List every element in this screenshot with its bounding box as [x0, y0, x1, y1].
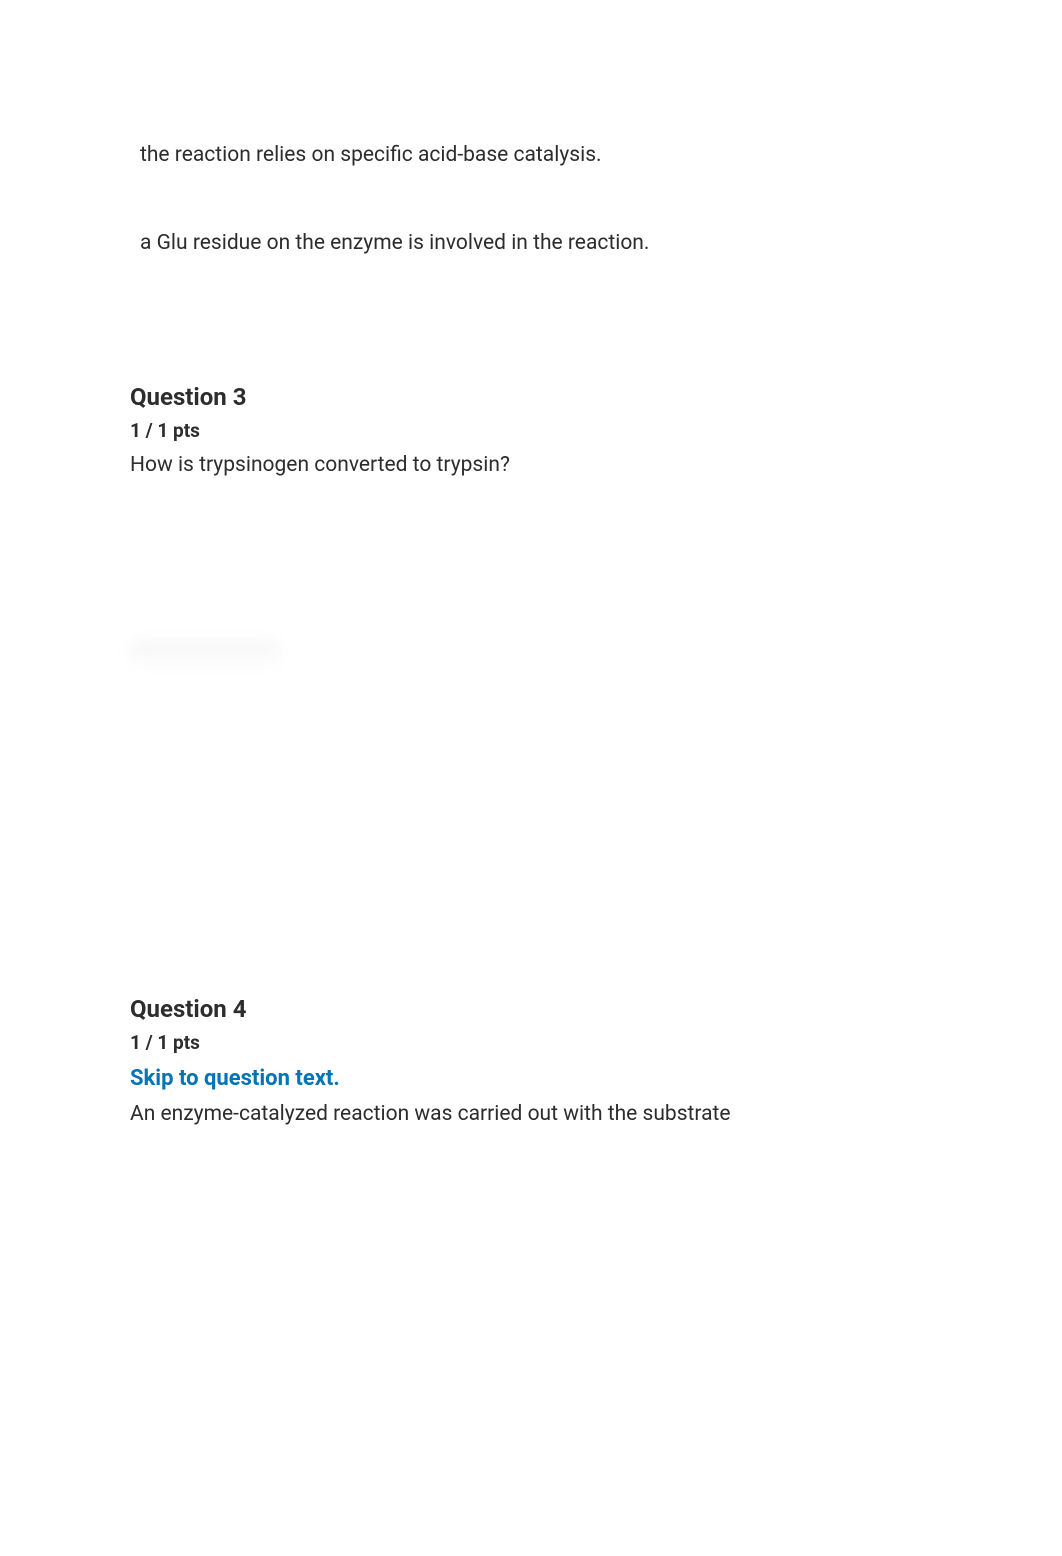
answer-option-1: the reaction relies on specific acid-bas… [130, 140, 932, 172]
question-4-title: Question 4 [130, 991, 932, 1027]
question-4-text: An enzyme-catalyzed reaction was carried… [130, 1099, 932, 1131]
question-4-block: Question 4 1 / 1 pts Skip to question te… [130, 991, 932, 1130]
skip-to-question-link[interactable]: Skip to question text. [130, 1062, 932, 1095]
answer-option-2: a Glu residue on the enzyme is involved … [130, 228, 932, 260]
question-3-text: How is trypsinogen converted to trypsin? [130, 450, 932, 482]
question-3-title: Question 3 [130, 379, 932, 415]
question-4-score: 1 / 1 pts [130, 1029, 932, 1058]
blurred-content [130, 641, 280, 671]
question-3-block: Question 3 1 / 1 pts How is trypsinogen … [130, 379, 932, 481]
question-3-score: 1 / 1 pts [130, 417, 932, 446]
